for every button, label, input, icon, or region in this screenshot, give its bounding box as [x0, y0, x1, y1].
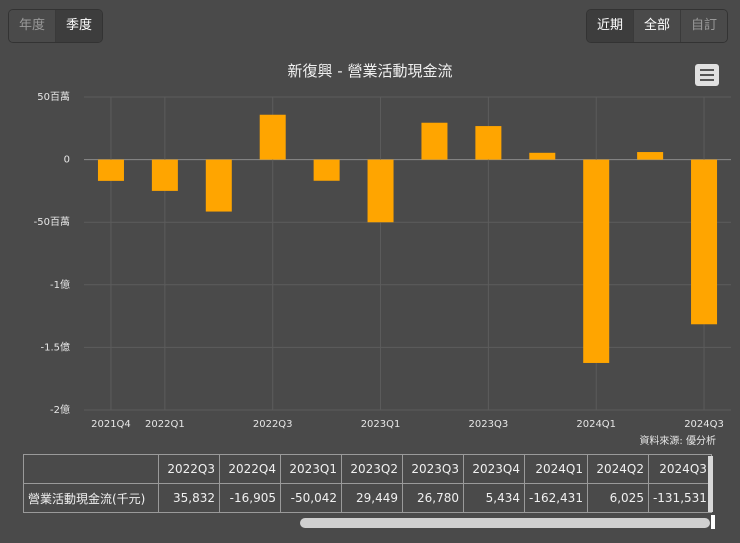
bar	[583, 159, 610, 363]
bar	[151, 159, 178, 191]
x-tick-label: 2023Q3	[469, 419, 509, 430]
all-button[interactable]: 全部	[633, 10, 681, 42]
bar	[367, 159, 394, 223]
x-tick-label: 2021Q4	[91, 419, 131, 430]
table-column-header: 2022Q3	[158, 454, 220, 484]
table-column-header: 2024Q1	[524, 454, 588, 484]
table-cell: 5,434	[463, 483, 525, 513]
table-column-header: 2022Q4	[219, 454, 281, 484]
scrollbar-thumb[interactable]	[300, 518, 710, 528]
table-corner-cell	[23, 454, 159, 484]
annual-button[interactable]: 年度	[9, 10, 57, 42]
source-credit: 資料來源: 優分析	[639, 436, 716, 447]
scrollbar-end	[711, 515, 715, 529]
quarterly-button[interactable]: 季度	[56, 10, 103, 42]
table-cell: -50,042	[280, 483, 342, 513]
table-column-header: 2023Q2	[341, 454, 403, 484]
x-tick-label: 2024Q3	[684, 419, 724, 430]
range-toggle: 近期 全部 自訂	[586, 10, 727, 42]
chart-title: 新復興 - 營業活動現金流	[287, 62, 453, 80]
horizontal-scrollbar[interactable]	[23, 515, 715, 529]
table-column-header: 2023Q3	[402, 454, 464, 484]
table-column-header: 2024Q2	[586, 454, 649, 484]
table-row-label: 營業活動現金流(千元)	[23, 483, 159, 513]
table-column-header: 2023Q1	[280, 454, 342, 484]
table-cell: 6,025	[586, 483, 649, 513]
table-cell: -16,905	[219, 483, 281, 513]
y-tick-label: -50百萬	[34, 215, 70, 228]
y-tick-label: -1.5億	[40, 340, 70, 353]
vertical-scrollbar[interactable]	[708, 456, 713, 512]
x-tick-label: 2022Q3	[253, 419, 293, 430]
bar	[691, 159, 718, 325]
data-table-container: 2022Q3 2022Q4 2023Q1 2023Q2 2023Q3 2023Q4 2024…	[23, 454, 715, 530]
chart-menu-icon[interactable]	[695, 64, 719, 86]
x-tick-label: 2022Q1	[145, 419, 185, 430]
bar	[475, 126, 502, 160]
bar	[313, 159, 340, 181]
bar	[259, 114, 286, 160]
table-cell: 29,449	[341, 483, 403, 513]
x-tick-label: 2023Q1	[361, 419, 401, 430]
recent-button[interactable]: 近期	[586, 10, 634, 42]
table-row: 營業活動現金流(千元) 35,832 -16,905 -50,042 29,449 26,…	[23, 483, 712, 513]
table-column-header: 2023Q4	[463, 454, 525, 484]
table-cell: -162,431	[524, 483, 588, 513]
table-header-row: 2022Q3 2022Q4 2023Q1 2023Q2 2023Q3 2023Q4 2024…	[23, 454, 712, 484]
bar	[205, 159, 232, 212]
period-toggle: 年度 季度	[9, 10, 103, 42]
bar	[421, 122, 448, 160]
y-tick-label: -2億	[50, 403, 70, 416]
custom-button[interactable]: 自訂	[680, 10, 727, 42]
x-tick-label: 2024Q1	[576, 419, 616, 430]
table-cell: 35,832	[158, 483, 220, 513]
table-cell: -131,531	[647, 483, 712, 513]
y-tick-label: 0	[64, 155, 70, 166]
bar	[97, 159, 124, 181]
table-cell: 26,780	[402, 483, 464, 513]
bar	[637, 152, 664, 160]
y-tick-label: 50百萬	[37, 90, 70, 103]
y-tick-label: -1億	[50, 278, 70, 291]
chart-plot: 50百萬 0 -50百萬 -1億 -1.5億 -2億 2021Q4 2022Q1 2022Q3…	[34, 90, 731, 430]
table-column-header: 2024Q3	[647, 454, 712, 484]
data-table: 2022Q3 2022Q4 2023Q1 2023Q2 2023Q3 2023Q4 2024…	[23, 454, 712, 513]
bar	[529, 152, 556, 160]
